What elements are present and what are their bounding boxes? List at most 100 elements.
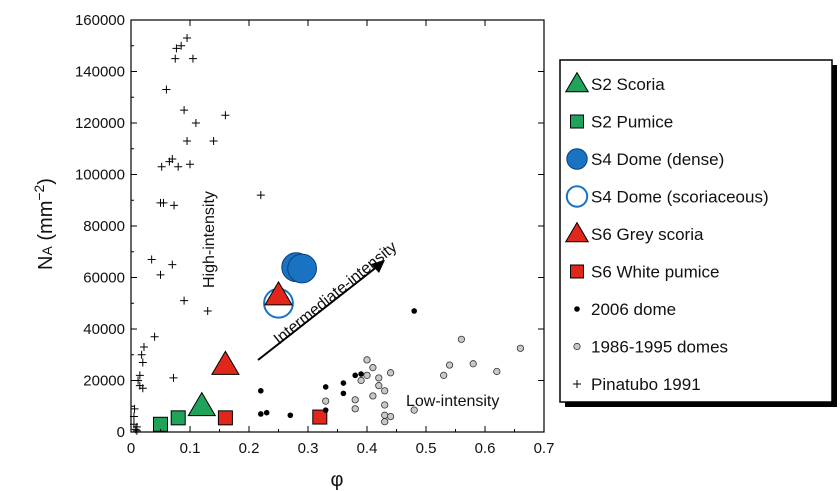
- legend-marker-1986-1995-domes: [573, 342, 581, 351]
- data-point-s2-scoria: [187, 391, 217, 417]
- data-point-pinatubo-1991: [188, 54, 197, 63]
- data-point-s6-white-pumice: [217, 410, 233, 426]
- data-point-pinatubo-1991: [170, 201, 179, 210]
- data-point-pinatubo-1991: [191, 119, 200, 127]
- series-pinatubo-1991: [129, 34, 265, 435]
- y-axis-title-unit: (mm: [35, 201, 57, 247]
- data-point-s6-grey-scoria: [211, 350, 240, 375]
- plot-frame: [130, 19, 545, 433]
- legend-label: S4 Dome (scoriaceous): [591, 188, 769, 207]
- data-point-1986-1995-domes: [351, 405, 359, 413]
- y-tick-label: 80000: [83, 218, 125, 235]
- intensity-arrow-line: [257, 265, 379, 361]
- data-point-pinatubo-1991: [130, 404, 139, 413]
- x-tick-label: 0.7: [534, 440, 555, 457]
- legend-label: S6 White pumice: [591, 263, 720, 282]
- data-point-2006-dome: [287, 412, 294, 419]
- data-point-pinatubo-1991: [139, 343, 148, 352]
- legend-item-s4-dome-scoriaceous: S4 Dome (scoriaceous): [565, 185, 769, 208]
- y-axis-title-close: ): [35, 178, 57, 185]
- data-point-1986-1995-domes: [357, 376, 365, 385]
- data-point-pinatubo-1991: [132, 422, 141, 431]
- y-tick-label: 20000: [83, 373, 125, 390]
- data-point-1986-1995-domes: [381, 418, 389, 426]
- legend-marker-s4-dome-scoriaceous: [565, 185, 589, 208]
- data-point-pinatubo-1991: [135, 371, 144, 380]
- data-point-pinatubo-1991: [168, 260, 177, 269]
- data-point-1986-1995-domes: [386, 369, 395, 377]
- y-tick-label: 140000: [75, 64, 125, 81]
- data-point-pinatubo-1991: [183, 137, 192, 146]
- x-tick-label: 0.2: [239, 440, 260, 457]
- legend-label: S6 Grey scoria: [591, 225, 704, 244]
- data-point-2006-dome: [258, 388, 264, 394]
- series-2006-dome: [258, 308, 418, 419]
- legend-marker-2006-dome: [574, 306, 580, 312]
- data-point-2006-dome: [322, 384, 329, 390]
- x-tick-label: 0.4: [357, 440, 378, 457]
- legend-item-s6-white-pumice: S6 White pumice: [570, 263, 720, 282]
- data-point-pinatubo-1991: [169, 373, 178, 382]
- data-point-1986-1995-domes: [440, 371, 448, 379]
- data-point-pinatubo-1991: [147, 255, 156, 264]
- legend-box: [559, 59, 833, 403]
- data-point-1986-1995-domes: [322, 397, 330, 405]
- legend-label: S2 Scoria: [591, 75, 665, 94]
- legend-marker-s6-grey-scoria: [564, 221, 590, 243]
- data-point-1986-1995-domes: [375, 374, 383, 382]
- series-1986-1995-domes: [322, 335, 525, 426]
- data-point-1986-1995-domes: [386, 412, 395, 421]
- y-tick-label: 120000: [75, 115, 125, 132]
- data-point-pinatubo-1991: [162, 85, 171, 94]
- series-s6-grey-scoria: [211, 280, 293, 375]
- x-tick-label: 0.5: [416, 440, 437, 457]
- legend-marker-s6-white-pumice: [570, 264, 584, 279]
- legend-label: 2006 dome: [591, 300, 676, 319]
- data-point-2006-dome: [340, 390, 347, 397]
- series-s2-scoria: [187, 391, 217, 417]
- data-point-pinatubo-1991: [203, 306, 212, 315]
- data-point-1986-1995-domes: [369, 392, 377, 400]
- data-point-pinatubo-1991: [209, 137, 218, 146]
- y-axis-title-exponent: −2: [31, 184, 47, 200]
- x-tick-label: 0.3: [298, 440, 319, 457]
- legend-marker-pinatubo-1991: [573, 380, 581, 388]
- series-s4-dome-dense: [281, 252, 318, 284]
- data-point-pinatubo-1991: [137, 350, 146, 359]
- annotation-low-intensity: Low-intensity: [406, 393, 499, 410]
- legend-item-2006-dome: 2006 dome: [574, 300, 676, 319]
- annotation-high-intensity: High-intensity: [201, 191, 218, 288]
- data-point-pinatubo-1991: [180, 106, 189, 115]
- y-tick-label: 40000: [83, 321, 125, 338]
- data-point-s6-white-pumice: [312, 409, 328, 425]
- data-point-pinatubo-1991: [172, 44, 181, 53]
- axes: 0 0.1 0.2 0.3 0.4 0.5 0.6 0.7 0 20000 40000 60000 80…: [75, 12, 554, 457]
- data-point-s4-dome-dense: [287, 253, 318, 284]
- data-point-pinatubo-1991: [171, 54, 180, 63]
- data-point-2006-dome: [358, 371, 364, 377]
- data-point-2006-dome: [322, 407, 329, 413]
- data-point-pinatubo-1991: [150, 332, 159, 341]
- data-point-pinatubo-1991: [157, 162, 166, 171]
- data-point-1986-1995-domes: [469, 360, 477, 368]
- legend-label: 1986-1995 domes: [591, 338, 728, 357]
- data-point-1986-1995-domes: [369, 364, 377, 372]
- data-point-2006-dome: [352, 372, 359, 379]
- legend-label: S4 Dome (dense): [591, 150, 724, 169]
- data-point-1986-1995-domes: [410, 406, 418, 414]
- data-point-s2-pumice: [170, 410, 186, 426]
- legend-item-s2-pumice: S2 Pumice: [570, 113, 673, 132]
- x-axis-title: φ: [331, 469, 344, 491]
- data-point-1986-1995-domes: [457, 335, 465, 343]
- y-axis-title-subscript: A: [39, 246, 55, 256]
- legend: S2 Scoria S2 Pumice S4 Dome (dense) S4 Dome…: [559, 59, 837, 407]
- y-tick-label: 100000: [75, 167, 125, 184]
- data-point-s6-grey-scoria: [264, 280, 293, 306]
- legend-label: Pinatubo 1991: [591, 375, 701, 394]
- data-point-1986-1995-domes: [363, 356, 371, 364]
- data-point-pinatubo-1991: [180, 296, 189, 305]
- intensity-arrow-head: [371, 260, 385, 273]
- data-point-pinatubo-1991: [138, 384, 147, 393]
- y-axis-title-main: N: [35, 256, 57, 270]
